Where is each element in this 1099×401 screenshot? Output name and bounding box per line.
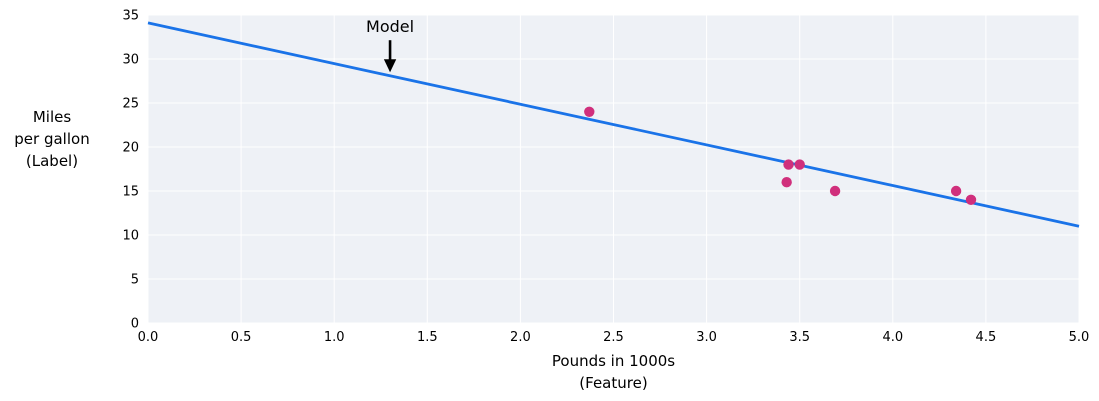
x-tick-label: 0.0 (138, 330, 159, 345)
x-tick-label: 2.0 (510, 330, 531, 345)
y-tick-label: 30 (122, 53, 139, 68)
x-tick-label: 3.0 (696, 330, 717, 345)
x-tick-label: 4.0 (882, 330, 903, 345)
y-tick-label: 15 (122, 185, 139, 200)
y-axis-label: Miles per gallon (Label) (0, 106, 104, 172)
x-axis-label: Pounds in 1000s (Feature) (148, 350, 1079, 394)
model-annotation-arrowhead-icon (383, 59, 397, 73)
y-tick-label: 5 (131, 273, 139, 288)
y-axis-label-line1: Miles (32, 108, 72, 126)
model-annotation-label: Model (366, 17, 414, 36)
x-tick-label: 4.5 (976, 330, 997, 345)
x-tick-label: 1.5 (417, 330, 438, 345)
data-point (781, 177, 792, 188)
y-tick-label: 20 (122, 141, 139, 156)
y-tick-label: 25 (122, 97, 139, 112)
x-tick-label: 1.0 (324, 330, 345, 345)
x-axis-label-line2: (Feature) (579, 374, 648, 392)
y-axis-label-line2: per gallon (14, 130, 90, 148)
data-point (965, 194, 977, 205)
y-axis-label-line3: (Label) (25, 152, 79, 170)
y-tick-label: 10 (122, 229, 139, 244)
x-axis-label-line1: Pounds in 1000s (551, 352, 676, 370)
data-point (783, 159, 794, 170)
x-tick-label: 3.5 (789, 330, 810, 345)
data-point (829, 185, 841, 197)
y-tick-label: 35 (122, 9, 139, 24)
y-tick-label: 0 (131, 317, 139, 332)
x-tick-label: 2.5 (603, 330, 624, 345)
data-point (794, 159, 805, 170)
data-point (584, 106, 595, 118)
x-tick-label: 0.5 (231, 330, 252, 345)
data-point (950, 185, 962, 197)
model-line (147, 21, 1080, 228)
x-tick-label: 5.0 (1069, 330, 1090, 345)
